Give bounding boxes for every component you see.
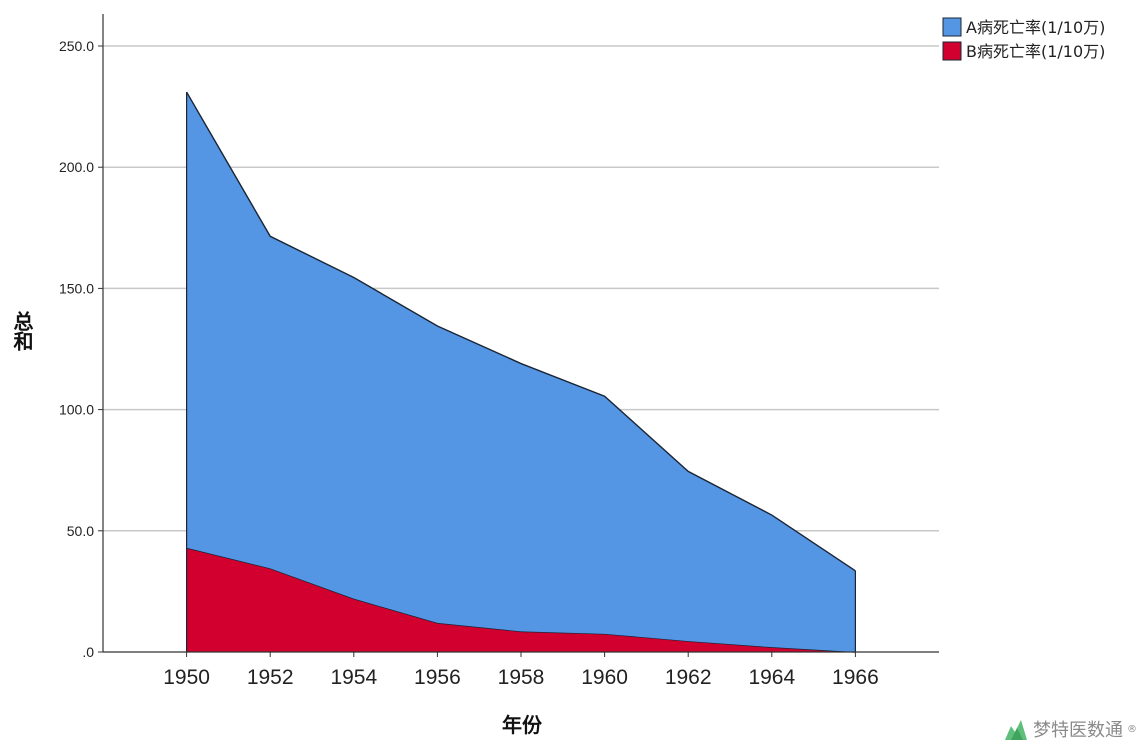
legend-label: B病死亡率(1/10万): [966, 42, 1105, 61]
x-tick-labels: 1950 1952 1954 1956 1958 1960 1962 1964 1966: [163, 652, 879, 689]
x-tick-label: 1950: [163, 666, 210, 689]
x-tick-label: 1956: [414, 666, 461, 689]
watermark-text: 梦特医数通: [1033, 720, 1123, 741]
y-tick-label: 150.0: [59, 280, 94, 296]
y-axis-title: 总和: [10, 310, 34, 351]
x-tick-label: 1952: [247, 666, 294, 689]
legend-swatch: [942, 41, 962, 61]
x-tick-label: 1960: [581, 666, 628, 689]
x-tick-label: 1964: [748, 666, 795, 689]
y-tick-label: .0: [82, 644, 94, 660]
legend-label: A病死亡率(1/10万): [966, 18, 1105, 37]
area-outline-2: [185, 91, 856, 572]
x-axis-title: 年份: [502, 713, 543, 737]
y-tick-label: 250.0: [59, 38, 94, 54]
watermark: 梦特医数通 ®: [1003, 716, 1137, 742]
x-tick-label: 1962: [665, 666, 712, 689]
x-tick-label: 1954: [330, 666, 377, 689]
y-tick-label: 50.0: [67, 523, 94, 539]
legend: A病死亡率(1/10万) B病死亡率(1/10万): [942, 17, 1105, 61]
plot-areas: [185, 91, 857, 653]
area-series-1: [186, 547, 856, 652]
y-tick-label: 100.0: [59, 402, 94, 418]
area-series-2: [186, 92, 856, 652]
y-tick-labels: .0 50.0 100.0 150.0 200.0 250.0: [59, 38, 103, 660]
legend-swatch: [942, 17, 962, 37]
x-tick-label: 1966: [832, 666, 879, 689]
x-tick-label: 1958: [498, 666, 545, 689]
leaf-logo-icon: [1005, 720, 1027, 740]
registered-mark: ®: [1127, 723, 1137, 735]
y-tick-label: 200.0: [59, 159, 94, 175]
